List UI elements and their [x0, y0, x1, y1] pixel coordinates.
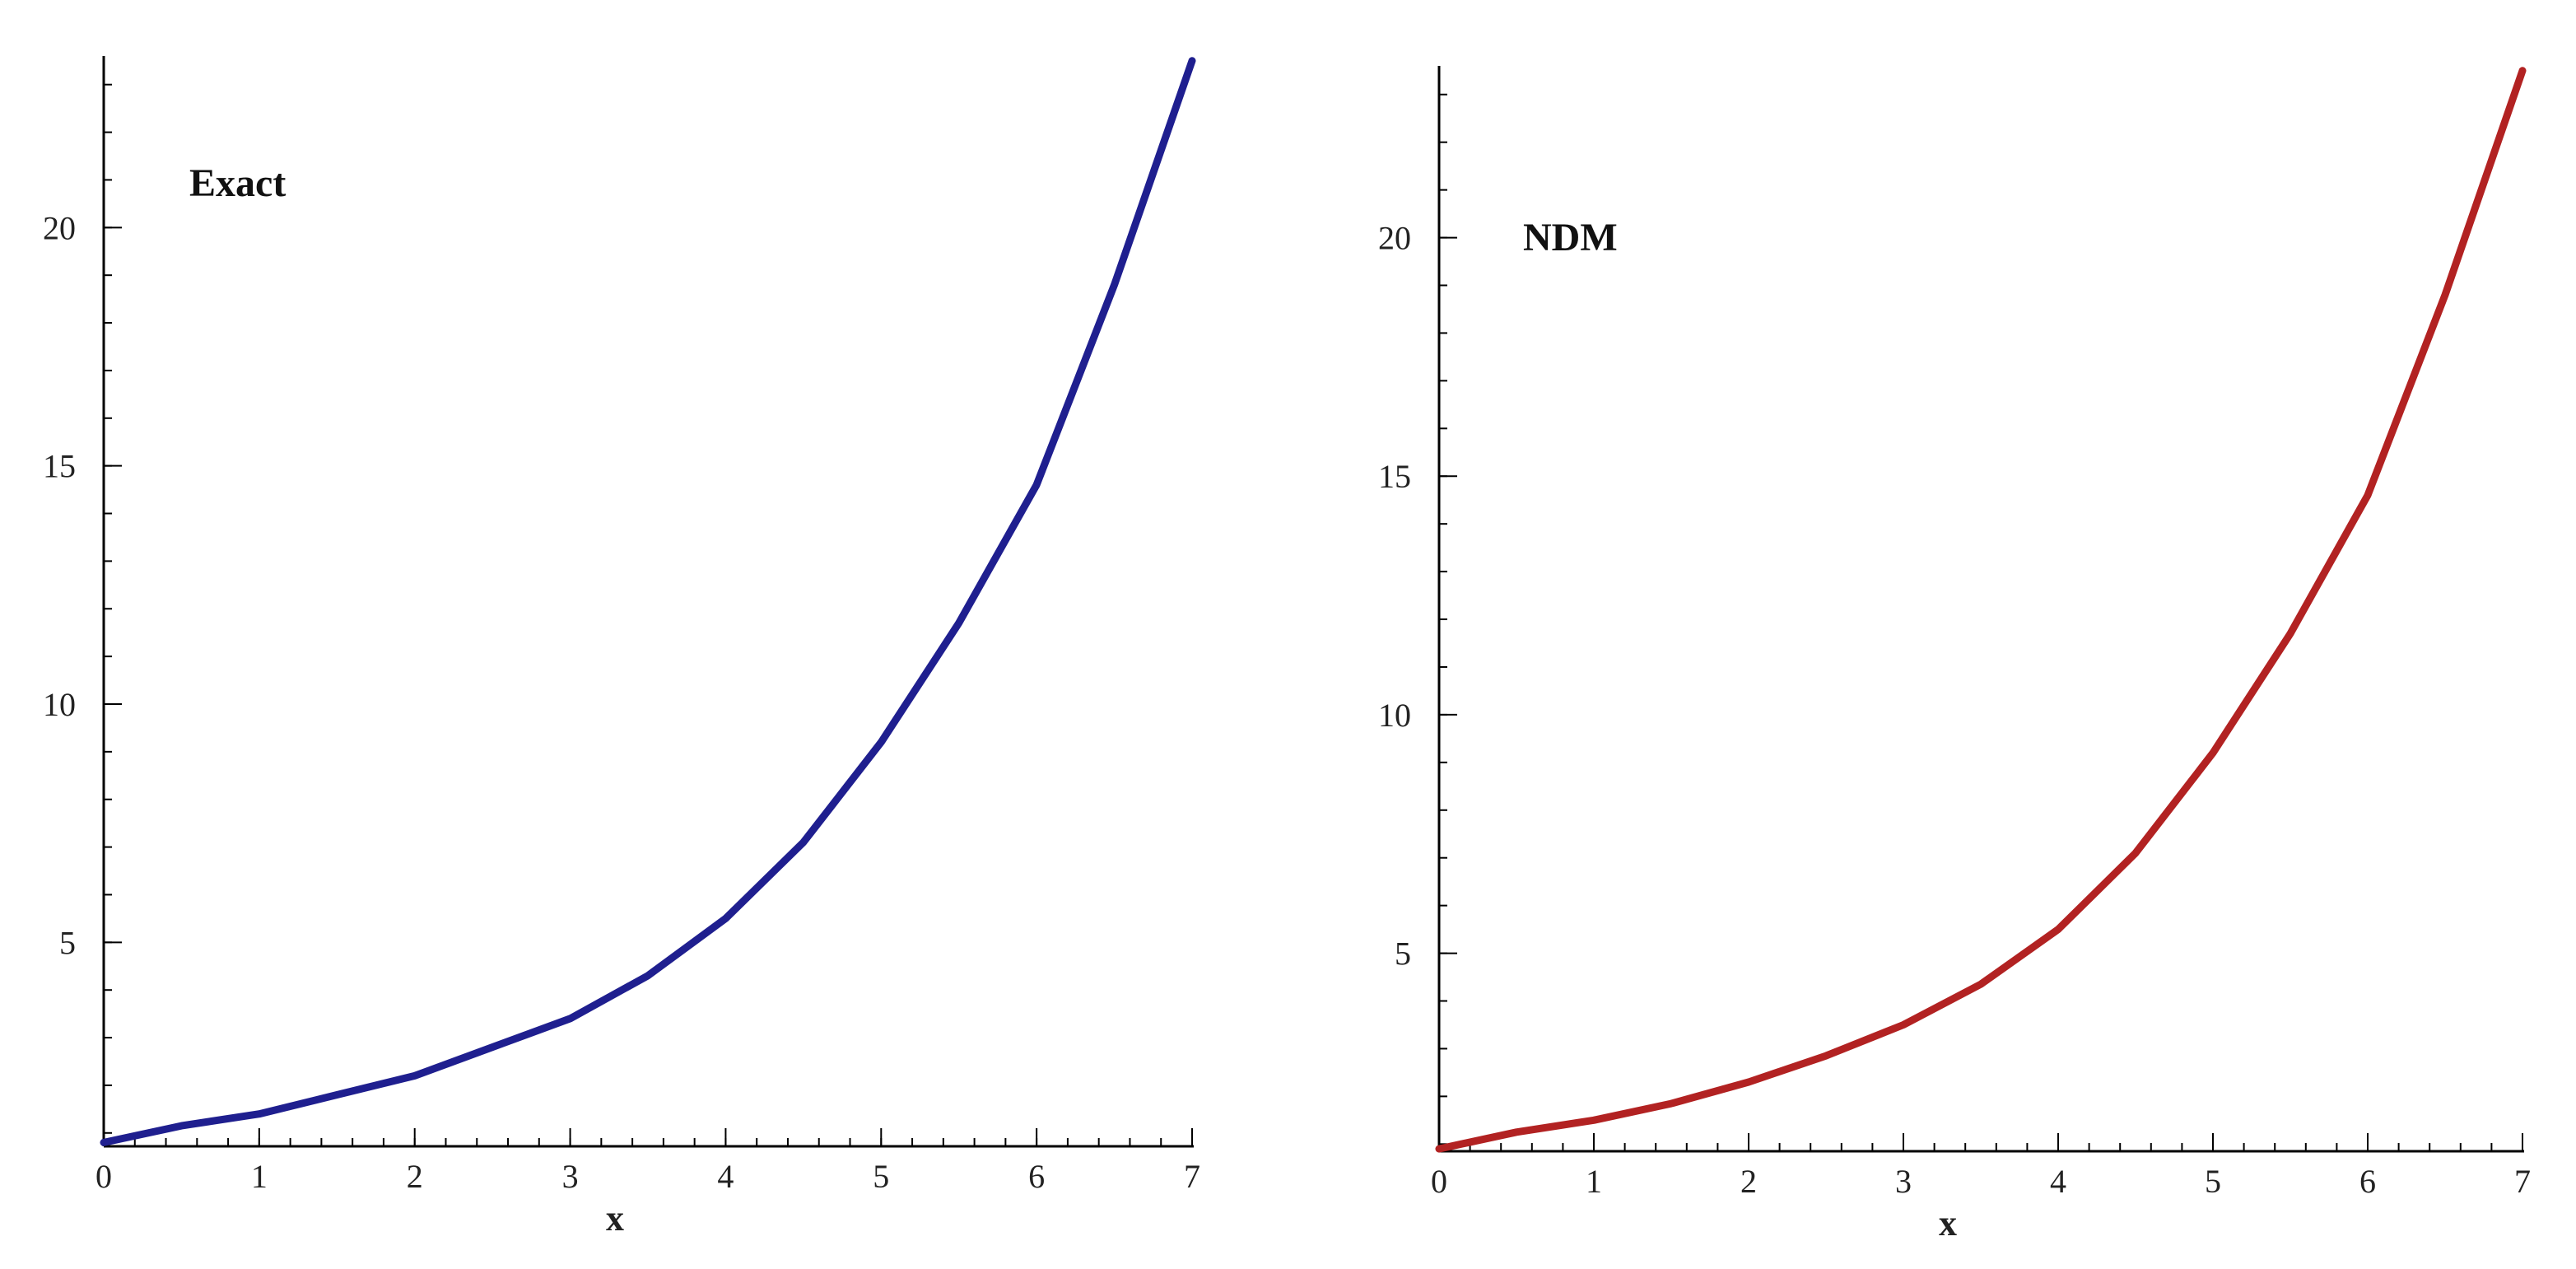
y-tick-label: 20 — [43, 209, 76, 246]
x-tick-label: 3 — [1895, 1163, 1912, 1200]
chart-ndm: 0 1 2 3 4 5 6 7 5 10 15 20 NDM x — [1378, 66, 2531, 1243]
x-tick-label: 3 — [562, 1158, 579, 1195]
x-tick-label: 4 — [717, 1158, 734, 1195]
x-axis-label: x — [606, 1198, 624, 1239]
x-tick-label: 6 — [2359, 1163, 2376, 1200]
x-tick-label: 7 — [1184, 1158, 1200, 1195]
x-tick-label: 6 — [1028, 1158, 1045, 1195]
y-tick-label: 5 — [59, 924, 76, 961]
y-tick-label: 10 — [1378, 697, 1411, 734]
chart-annotation: Exact — [189, 161, 286, 205]
x-tick-label: 5 — [873, 1158, 889, 1195]
x-tick-label: 4 — [2050, 1163, 2066, 1200]
x-tick-label: 1 — [1586, 1163, 1602, 1200]
x-tick-label: 5 — [2205, 1163, 2221, 1200]
chart-annotation: NDM — [1523, 216, 1618, 259]
x-axis-label: x — [1939, 1203, 1957, 1243]
y-tick-label: 10 — [43, 686, 76, 723]
x-tick-label: 2 — [407, 1158, 423, 1195]
y-tick-label: 15 — [43, 448, 76, 485]
x-tick-label: 1 — [251, 1158, 268, 1195]
series-line-0 — [100, 57, 1196, 1146]
x-tick-label: 0 — [1431, 1163, 1447, 1200]
y-tick-label: 5 — [1395, 935, 1411, 973]
x-tick-label: 7 — [2514, 1163, 2531, 1200]
y-tick-label: 15 — [1378, 458, 1411, 495]
x-tick-label: 0 — [95, 1158, 112, 1195]
y-tick-label: 20 — [1378, 220, 1411, 257]
x-tick-label: 2 — [1740, 1163, 1757, 1200]
series-line-0 — [1435, 67, 2527, 1153]
chart-exact: 0 1 2 3 4 5 6 7 5 10 15 20 Exact x — [43, 56, 1200, 1239]
